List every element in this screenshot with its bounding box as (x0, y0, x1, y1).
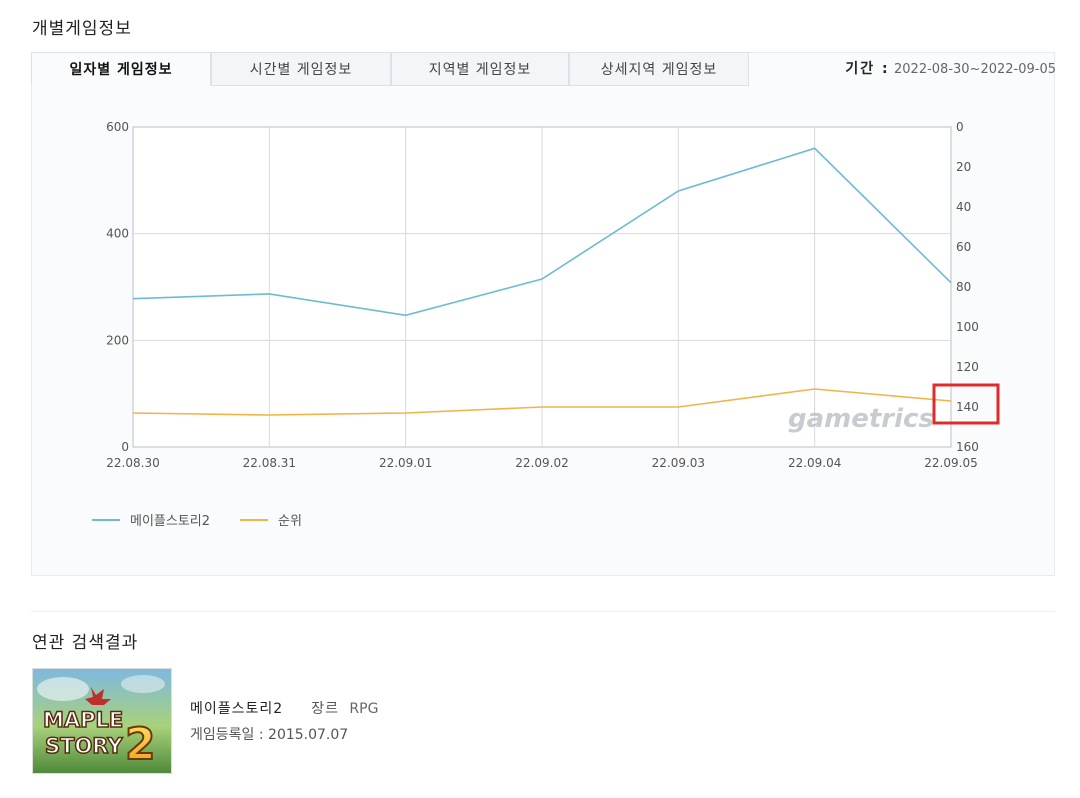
y-right-tick-label: 80 (956, 280, 971, 294)
registered-value: 2015.07.07 (268, 727, 349, 743)
genre-value: RPG (349, 701, 379, 717)
x-tick-label: 22.09.03 (652, 456, 705, 470)
svg-text:STORY: STORY (45, 734, 123, 758)
game-thumbnail[interactable]: MAPLE STORY 2 (32, 668, 172, 774)
y-left-tick-label: 400 (106, 227, 129, 241)
y-left-tick-label: 0 (121, 440, 129, 454)
game-name-link[interactable]: 메이플스토리2 (190, 701, 284, 717)
legend-swatch-game (92, 518, 120, 521)
period-label: 기간 : (845, 61, 890, 77)
y-right-tick-label: 140 (956, 400, 979, 414)
y-left-tick-label: 600 (106, 120, 129, 134)
series-line-2 (132, 388, 952, 416)
y-right-tick-label: 0 (956, 120, 964, 134)
period-value: 2022-08-30~2022-09-05 (894, 62, 1056, 77)
genre-label: 장르 (311, 701, 339, 717)
y-right-tick-label: 120 (956, 360, 979, 374)
x-tick-label: 22.08.31 (243, 456, 296, 470)
section-divider (31, 611, 1055, 612)
x-tick-label: 22.09.02 (515, 456, 568, 470)
game-info: 메이플스토리2 장르 RPG 게임등록일 : 2015.07.07 (190, 698, 378, 744)
legend-item-game: 메이플스토리2 (92, 510, 210, 529)
chart-legend: 메이플스토리2 순위 (92, 510, 302, 529)
y-left-tick-label: 200 (106, 333, 129, 347)
tab-hourly[interactable]: 시간별 게임정보 (211, 52, 391, 86)
y-right-tick-label: 20 (956, 160, 971, 174)
series-line-1 (132, 147, 952, 317)
y-right-tick-label: 40 (956, 200, 971, 214)
svg-text:2: 2 (125, 719, 156, 770)
tab-regional[interactable]: 지역별 게임정보 (391, 52, 569, 86)
svg-text:MAPLE: MAPLE (43, 708, 123, 732)
related-results-title: 연관 검색결과 (32, 633, 139, 653)
period-display: 기간 : 2022-08-30~2022-09-05 (845, 58, 1056, 78)
y-right-tick-label: 100 (956, 320, 979, 334)
maplestory2-logo-image: MAPLE STORY 2 (33, 669, 171, 773)
tab-detailed-regional[interactable]: 상세지역 게임정보 (569, 52, 749, 86)
section-title: 개별게임정보 (32, 19, 132, 39)
x-tick-label: 22.09.04 (788, 456, 841, 470)
highlight-box (932, 383, 1000, 425)
legend-swatch-rank (240, 518, 269, 521)
y-right-tick-label: 160 (956, 440, 979, 454)
registered-label: 게임등록일 : (190, 727, 264, 743)
line-chart: 0 200 400 600 0 20 40 60 80 100 120 140 160 22.08.30 2… (106, 120, 1000, 470)
legend-item-rank: 순위 (240, 510, 302, 529)
y-right-tick-label: 60 (956, 240, 971, 254)
tab-daily[interactable]: 일자별 게임정보 (31, 52, 211, 86)
tab-bar: 일자별 게임정보 시간별 게임정보 지역별 게임정보 상세지역 게임정보 (31, 52, 749, 86)
x-tick-label: 22.09.05 (924, 456, 977, 470)
watermark: gametrics (788, 404, 934, 434)
legend-label-game: 메이플스토리2 (130, 514, 211, 529)
x-tick-label: 22.09.01 (379, 456, 432, 470)
x-tick-label: 22.08.30 (106, 456, 159, 470)
legend-label-rank: 순위 (278, 514, 302, 529)
